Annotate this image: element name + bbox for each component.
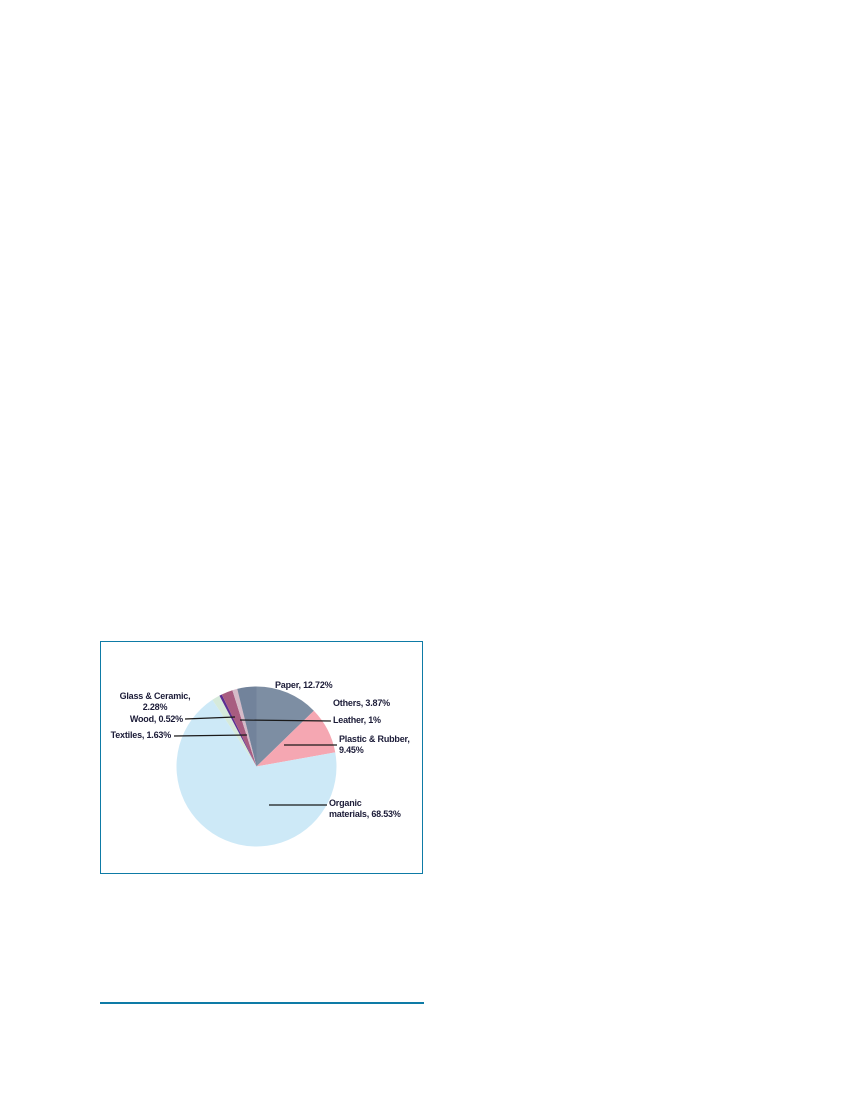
footer-rule [100, 1002, 424, 1004]
pie-label-textiles: Textiles, 1.63% [110, 730, 172, 740]
pie-slice-paper [256, 686, 314, 767]
pie-slice-textiles [212, 695, 257, 767]
leader-line-textiles [173, 734, 248, 737]
pie-slice-glass-ceramic [221, 690, 257, 767]
pie-slice-others [237, 686, 257, 767]
pie-slice-wood [219, 694, 257, 767]
pie-label-paper: Paper, 12.72% [275, 680, 333, 690]
pie-slice-plastic-rubber [256, 710, 336, 767]
pie-label-others: Others, 3.87% [333, 698, 390, 708]
chart-frame: Paper, 12.72% Others, 3.87% Leather, 1% Pla… [100, 641, 423, 874]
pie-callout-labels: Paper, 12.72% Others, 3.87% Leather, 1% Pla… [101, 642, 422, 873]
pie-label-plastic-rubber: Plastic & Rubber, 9.45% [339, 734, 410, 755]
leader-line-wood [184, 716, 236, 720]
pie-label-glass-ceramic: Glass & Ceramic, 2.28% [119, 691, 191, 712]
pie-label-wood: Wood, 0.52% [129, 714, 183, 724]
pie-label-organic-materials: Organic materials, 68.53% [329, 798, 401, 819]
pie-chart [173, 686, 337, 847]
pie-slice-organic-materials [176, 699, 337, 847]
pie-label-leather: Leather, 1% [333, 715, 381, 725]
leader-line-leather [239, 719, 332, 722]
pie-slice-leather [232, 688, 257, 767]
